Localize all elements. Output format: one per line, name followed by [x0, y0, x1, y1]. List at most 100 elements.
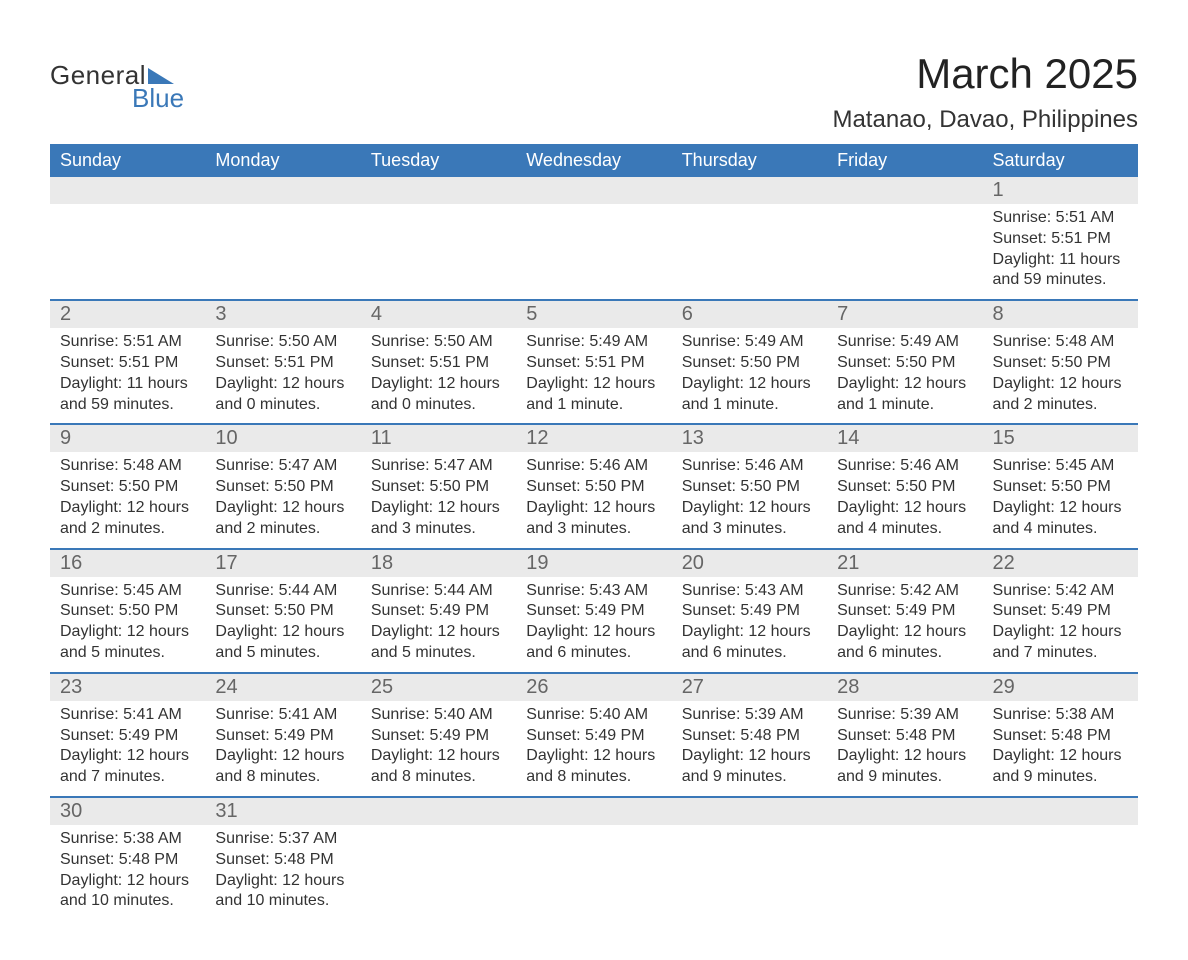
- day-number: [50, 177, 205, 204]
- day-number: 19: [516, 550, 671, 577]
- day-number: 10: [205, 425, 360, 452]
- day-number: 28: [827, 674, 982, 701]
- day-data: [50, 204, 205, 237]
- day-number: 15: [983, 425, 1138, 452]
- day-number-cell: 1: [983, 177, 1138, 204]
- day-number-cell: 31: [205, 797, 360, 825]
- day-number: 3: [205, 301, 360, 328]
- day-number: [516, 798, 671, 825]
- day-data-cell: [516, 204, 671, 300]
- day-data: Sunrise: 5:45 AMSunset: 5:50 PMDaylight:…: [50, 577, 205, 672]
- day-number-cell: [205, 177, 360, 204]
- day-number-cell: 23: [50, 673, 205, 701]
- day-number-cell: [827, 797, 982, 825]
- day-data-cell: Sunrise: 5:38 AMSunset: 5:48 PMDaylight:…: [983, 701, 1138, 797]
- day-data-cell: [361, 204, 516, 300]
- day-number: 27: [672, 674, 827, 701]
- day-data: Sunrise: 5:39 AMSunset: 5:48 PMDaylight:…: [827, 701, 982, 796]
- week-data-row: Sunrise: 5:51 AMSunset: 5:51 PMDaylight:…: [50, 328, 1138, 424]
- day-data-cell: Sunrise: 5:44 AMSunset: 5:49 PMDaylight:…: [361, 577, 516, 673]
- day-number: 26: [516, 674, 671, 701]
- day-number: 29: [983, 674, 1138, 701]
- day-data-cell: Sunrise: 5:42 AMSunset: 5:49 PMDaylight:…: [983, 577, 1138, 673]
- day-data-cell: [516, 825, 671, 920]
- day-data-cell: Sunrise: 5:41 AMSunset: 5:49 PMDaylight:…: [205, 701, 360, 797]
- day-data-cell: Sunrise: 5:51 AMSunset: 5:51 PMDaylight:…: [983, 204, 1138, 300]
- day-data-cell: Sunrise: 5:40 AMSunset: 5:49 PMDaylight:…: [516, 701, 671, 797]
- day-number-cell: 13: [672, 424, 827, 452]
- day-data: [983, 825, 1138, 858]
- day-number: 9: [50, 425, 205, 452]
- day-data: Sunrise: 5:40 AMSunset: 5:49 PMDaylight:…: [516, 701, 671, 796]
- day-number: [983, 798, 1138, 825]
- day-number: 7: [827, 301, 982, 328]
- day-data-cell: [827, 825, 982, 920]
- day-data: [205, 204, 360, 237]
- weekday-header: Wednesday: [516, 144, 671, 177]
- day-number: 14: [827, 425, 982, 452]
- weekday-header-row: Sunday Monday Tuesday Wednesday Thursday…: [50, 144, 1138, 177]
- day-data-cell: [983, 825, 1138, 920]
- day-number: 25: [361, 674, 516, 701]
- week-data-row: Sunrise: 5:51 AMSunset: 5:51 PMDaylight:…: [50, 204, 1138, 300]
- day-number-cell: 29: [983, 673, 1138, 701]
- day-number: [361, 798, 516, 825]
- day-number-cell: 17: [205, 549, 360, 577]
- weekday-header: Sunday: [50, 144, 205, 177]
- day-data-cell: Sunrise: 5:48 AMSunset: 5:50 PMDaylight:…: [50, 452, 205, 548]
- day-data-cell: [672, 825, 827, 920]
- day-data-cell: [827, 204, 982, 300]
- day-data: Sunrise: 5:47 AMSunset: 5:50 PMDaylight:…: [361, 452, 516, 547]
- day-number-cell: 12: [516, 424, 671, 452]
- day-data-cell: Sunrise: 5:45 AMSunset: 5:50 PMDaylight:…: [50, 577, 205, 673]
- day-number: 13: [672, 425, 827, 452]
- day-data: [672, 825, 827, 858]
- day-data: Sunrise: 5:45 AMSunset: 5:50 PMDaylight:…: [983, 452, 1138, 547]
- day-data: [827, 825, 982, 858]
- day-number: 18: [361, 550, 516, 577]
- day-data: [361, 825, 516, 858]
- day-data-cell: Sunrise: 5:45 AMSunset: 5:50 PMDaylight:…: [983, 452, 1138, 548]
- day-data: Sunrise: 5:39 AMSunset: 5:48 PMDaylight:…: [672, 701, 827, 796]
- day-data: Sunrise: 5:42 AMSunset: 5:49 PMDaylight:…: [827, 577, 982, 672]
- day-data: Sunrise: 5:38 AMSunset: 5:48 PMDaylight:…: [50, 825, 205, 920]
- day-data: Sunrise: 5:38 AMSunset: 5:48 PMDaylight:…: [983, 701, 1138, 796]
- day-data: Sunrise: 5:51 AMSunset: 5:51 PMDaylight:…: [983, 204, 1138, 299]
- day-number-cell: [361, 797, 516, 825]
- month-title: March 2025: [832, 50, 1138, 98]
- day-data: Sunrise: 5:49 AMSunset: 5:50 PMDaylight:…: [827, 328, 982, 423]
- day-number: 17: [205, 550, 360, 577]
- day-number-cell: 6: [672, 300, 827, 328]
- day-number: 16: [50, 550, 205, 577]
- week-daynum-row: 2345678: [50, 300, 1138, 328]
- day-number-cell: 26: [516, 673, 671, 701]
- day-number-cell: 16: [50, 549, 205, 577]
- day-number: [827, 798, 982, 825]
- week-daynum-row: 9101112131415: [50, 424, 1138, 452]
- title-block: March 2025 Matanao, Davao, Philippines: [832, 50, 1138, 134]
- day-data-cell: Sunrise: 5:39 AMSunset: 5:48 PMDaylight:…: [672, 701, 827, 797]
- day-number: 2: [50, 301, 205, 328]
- day-number-cell: [983, 797, 1138, 825]
- day-data: Sunrise: 5:43 AMSunset: 5:49 PMDaylight:…: [516, 577, 671, 672]
- day-data-cell: Sunrise: 5:44 AMSunset: 5:50 PMDaylight:…: [205, 577, 360, 673]
- day-data-cell: Sunrise: 5:42 AMSunset: 5:49 PMDaylight:…: [827, 577, 982, 673]
- day-data: [672, 204, 827, 237]
- day-number: [672, 177, 827, 204]
- day-data: Sunrise: 5:46 AMSunset: 5:50 PMDaylight:…: [827, 452, 982, 547]
- day-data-cell: Sunrise: 5:46 AMSunset: 5:50 PMDaylight:…: [516, 452, 671, 548]
- day-number: 30: [50, 798, 205, 825]
- day-data-cell: Sunrise: 5:49 AMSunset: 5:50 PMDaylight:…: [672, 328, 827, 424]
- flag-icon: [148, 66, 174, 84]
- day-data-cell: Sunrise: 5:43 AMSunset: 5:49 PMDaylight:…: [672, 577, 827, 673]
- day-number: [516, 177, 671, 204]
- day-number: 8: [983, 301, 1138, 328]
- day-number-cell: [516, 797, 671, 825]
- logo: General Blue: [50, 60, 184, 114]
- day-number-cell: 5: [516, 300, 671, 328]
- day-data: Sunrise: 5:47 AMSunset: 5:50 PMDaylight:…: [205, 452, 360, 547]
- day-data-cell: Sunrise: 5:41 AMSunset: 5:49 PMDaylight:…: [50, 701, 205, 797]
- week-data-row: Sunrise: 5:38 AMSunset: 5:48 PMDaylight:…: [50, 825, 1138, 920]
- day-data: Sunrise: 5:40 AMSunset: 5:49 PMDaylight:…: [361, 701, 516, 796]
- day-data-cell: Sunrise: 5:47 AMSunset: 5:50 PMDaylight:…: [361, 452, 516, 548]
